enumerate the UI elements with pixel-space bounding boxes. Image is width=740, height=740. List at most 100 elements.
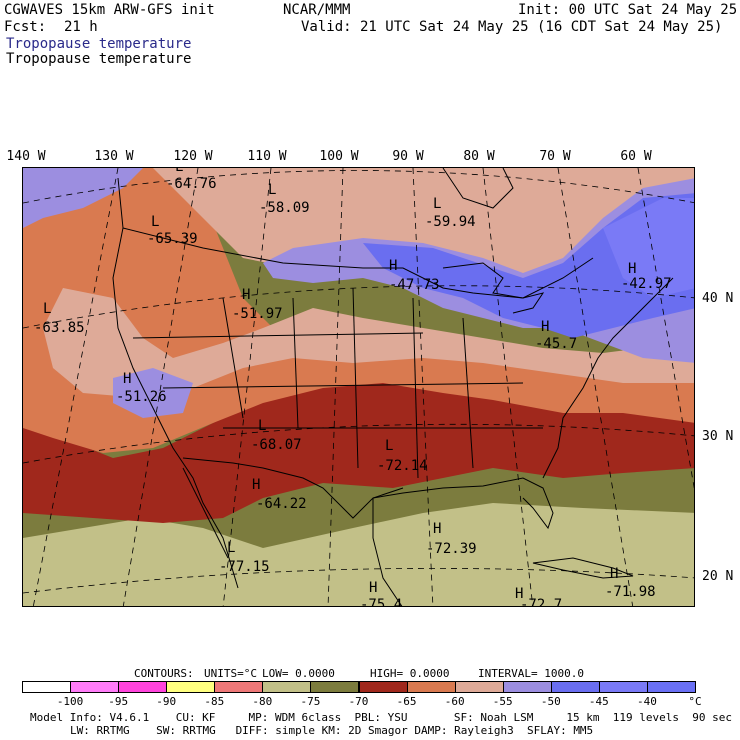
contour-units: UNITS=°C [204, 667, 257, 680]
colorbar-swatch [454, 681, 504, 693]
colorbar-tick-label: -100 [56, 695, 84, 708]
colorbar-tick-label: -90 [156, 695, 177, 708]
field-title-primary: Tropopause temperature [6, 36, 192, 52]
state-line-2 [292, 297, 299, 429]
system-marker: H [515, 586, 523, 602]
colorbar-swatch [646, 681, 696, 693]
model-title: CGWAVES 15km ARW-GFS init [4, 2, 215, 18]
east-coastline [542, 277, 674, 479]
shade-purple-southwest [113, 368, 193, 418]
us-mexico-border [182, 457, 404, 519]
contour-low: LOW= 0.0000 [262, 667, 335, 680]
system-value: -72.14 [377, 458, 428, 474]
system-value: -65.39 [147, 231, 198, 247]
lon-line-110w [222, 168, 272, 606]
colorbar-swatch [70, 681, 120, 693]
lon-label-80w: 80 W [463, 149, 495, 164]
colorbar-tick-label: -50 [540, 695, 561, 708]
state-line-3 [352, 287, 359, 469]
system-marker: L [433, 196, 441, 212]
colorbar-swatch [118, 681, 168, 693]
shade-dark-red [23, 378, 694, 523]
state-line-1 [222, 297, 244, 419]
us-canada-border [122, 227, 594, 299]
lat-line-50n [23, 170, 694, 204]
lon-line-130w [32, 168, 119, 606]
lat-line-40n [23, 285, 694, 329]
lat-label-30n: 30 N [702, 429, 734, 444]
gulf-coastline [372, 477, 554, 530]
system-marker: L [151, 214, 159, 230]
lon-line-100w [327, 168, 344, 606]
tropopause-temperature-map: L -64.76 L -58.09 L -59.94 L -65.39 L -6… [23, 168, 694, 607]
lon-line-60w [637, 168, 694, 489]
colorbar-tick-label: -85 [204, 695, 225, 708]
state-line-6 [132, 332, 424, 339]
colorbar-tick-label: -95 [108, 695, 129, 708]
forecast-label: Fcst: [4, 19, 47, 35]
system-value: -59.94 [425, 214, 476, 230]
system-value: -75.4 [360, 597, 402, 607]
colorbar-swatch [550, 681, 600, 693]
colorbar-swatch [598, 681, 648, 693]
colorbar-tick-label: -60 [444, 695, 465, 708]
lon-label-140w: 140 W [6, 149, 46, 164]
colorbar-tick-label: -75 [300, 695, 321, 708]
mexico-coastline [372, 498, 403, 606]
model-info-line: Model Info: V4.6.1 CU: KF MP: WDM 6class… [30, 711, 732, 724]
lon-label-110w: 110 W [247, 149, 287, 164]
graticule [23, 168, 694, 606]
system-marker: H [541, 319, 549, 335]
colorbar-tick-label: -65 [396, 695, 417, 708]
system-value: -64.22 [256, 496, 307, 512]
colorbar-tick-label: -55 [492, 695, 513, 708]
init-time: Init: 00 UTC Sat 24 May 25 [518, 2, 738, 18]
colorbar-tick-label: °C [688, 695, 702, 708]
colorbar-swatch [358, 681, 408, 693]
system-value: -71.98 [605, 584, 656, 600]
valid-time: Valid: 21 UTC Sat 24 May 25 (16 CDT Sat … [301, 19, 723, 35]
cuba-outline [532, 557, 634, 579]
system-value: -77.15 [219, 559, 270, 575]
baja-coastline [182, 467, 229, 559]
map-panel: L -64.76 L -58.09 L -59.94 L -65.39 L -6… [22, 167, 695, 607]
colorbar-swatch [310, 681, 360, 693]
shade-pink-tan [43, 288, 694, 398]
lon-line-120w [122, 168, 199, 606]
state-line-7 [162, 382, 524, 389]
colorbar-swatch [406, 681, 456, 693]
great-lakes [442, 262, 545, 314]
field-title-secondary: Tropopause temperature [6, 51, 192, 67]
system-value: -68.07 [251, 437, 302, 453]
system-marker: L [385, 438, 393, 454]
lon-line-80w [482, 168, 534, 606]
system-value: -51.26 [116, 389, 167, 405]
model-physics-line: LW: RRTMG SW: RRTMG DIFF: simple KM: 2D … [70, 724, 594, 737]
forecast-hour: 21 h [64, 19, 98, 35]
org-label: NCAR/MMM [283, 2, 351, 18]
system-marker: L [175, 168, 183, 175]
system-marker: H [610, 566, 618, 582]
lon-label-120w: 120 W [173, 149, 213, 164]
system-value: -51.97 [232, 306, 283, 322]
colorbar-swatch [214, 681, 264, 693]
lon-label-60w: 60 W [620, 149, 652, 164]
system-marker: L [227, 540, 235, 556]
pressure-system-labels: L -64.76 L -58.09 L -59.94 L -65.39 L -6… [34, 168, 672, 607]
state-line-4 [412, 297, 419, 479]
system-marker: H [252, 477, 260, 493]
lon-label-70w: 70 W [539, 149, 571, 164]
system-value: -72.39 [426, 541, 477, 557]
contour-label: CONTOURS: [134, 667, 194, 680]
system-value: -72.7 [520, 597, 562, 607]
system-value: -47.73 [389, 277, 440, 293]
lon-label-90w: 90 W [392, 149, 424, 164]
colorbar-tick-label: -70 [348, 695, 369, 708]
shade-blue-northeast [603, 198, 694, 298]
lon-label-130w: 130 W [94, 149, 134, 164]
system-value: -58.09 [259, 200, 310, 216]
lat-label-20n: 20 N [702, 569, 734, 584]
lon-line-90w [412, 168, 434, 606]
system-marker: H [123, 371, 131, 387]
system-marker: L [258, 418, 266, 434]
